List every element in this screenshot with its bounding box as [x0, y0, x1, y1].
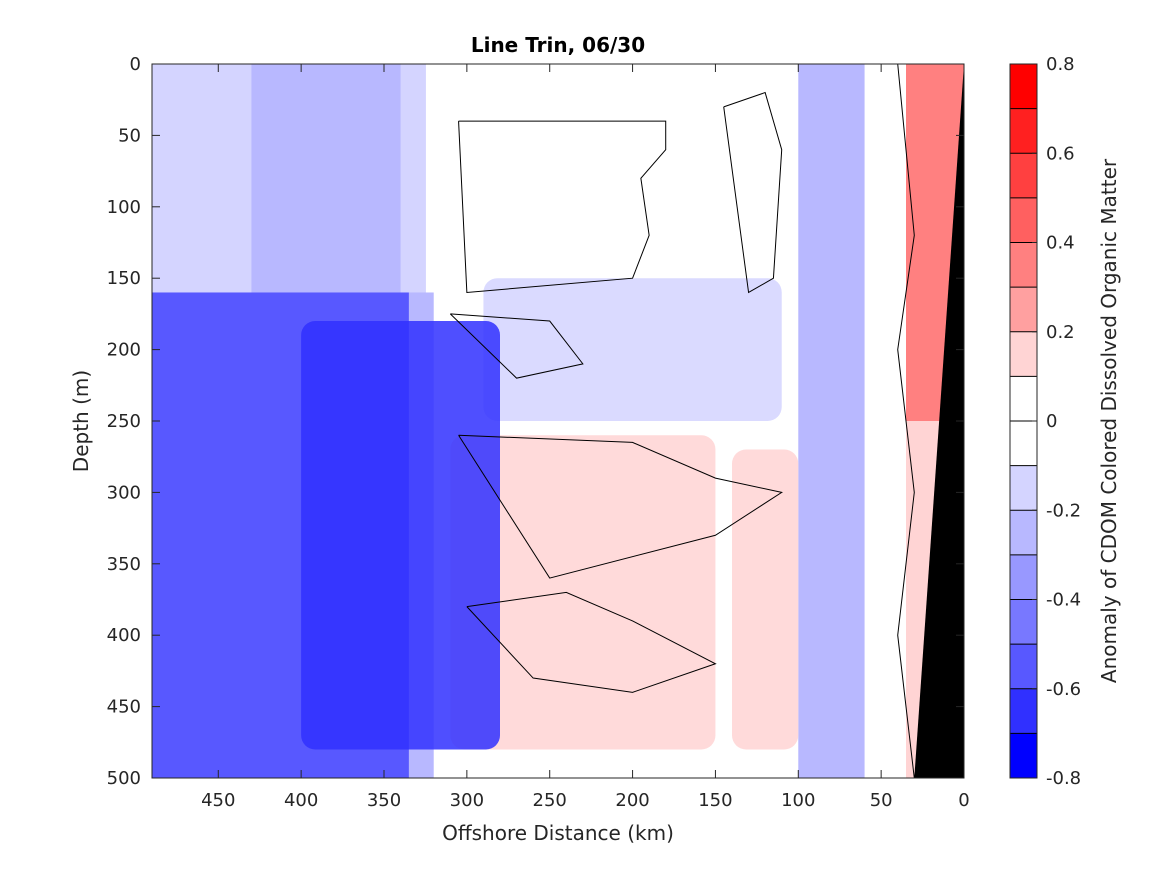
anomaly-band	[251, 64, 402, 293]
anomaly-patch	[301, 321, 500, 750]
colorbar-level	[1010, 554, 1037, 600]
contour-line	[466, 591, 717, 693]
colorbar-tick-label: 0.8	[1046, 54, 1075, 75]
x-tick-label: 300	[450, 790, 484, 811]
anomaly-patches	[301, 278, 799, 750]
anomaly-patch	[732, 449, 799, 750]
y-tick-label: 300	[107, 482, 141, 503]
x-tick-label: 350	[367, 790, 401, 811]
colorbar-label: Anomaly of CDOM Colored Dissolved Organi…	[1097, 158, 1121, 683]
contour-line	[458, 434, 783, 579]
colorbar-level	[1010, 108, 1037, 154]
colorbar	[1010, 63, 1037, 779]
colorbar-axis: 0.8 0.6 0.4 0.2 0 -0.2 -0.4 -0.6 -0.8	[1032, 54, 1081, 789]
colorbar-level	[1010, 242, 1037, 288]
y-axis-label: Depth (m)	[69, 370, 93, 472]
colorbar-tick-label: 0.6	[1046, 143, 1075, 164]
x-tick-label: 100	[781, 790, 815, 811]
y-tick-label: 200	[107, 340, 141, 361]
x-tick-label: 200	[615, 790, 649, 811]
colorbar-level	[1010, 688, 1037, 734]
colorbar-tick-label: -0.4	[1046, 590, 1081, 611]
colorbar-tick-label: -0.8	[1046, 768, 1081, 789]
colorbar-level	[1010, 331, 1037, 377]
colorbar-tick-label: 0	[1046, 411, 1057, 432]
anomaly-band	[400, 64, 426, 293]
chart-title: Line Trin, 06/30	[471, 33, 645, 57]
anomaly-patch	[483, 278, 782, 421]
colorbar-level	[1010, 644, 1037, 690]
y-tick-label: 450	[107, 697, 141, 718]
x-tick-label: 250	[533, 790, 567, 811]
contour-line	[723, 91, 783, 294]
colorbar-level	[1010, 153, 1037, 199]
colorbar-level	[1010, 599, 1037, 645]
y-tick-label: 0	[130, 54, 141, 75]
colorbar-tick-label: -0.6	[1046, 679, 1081, 700]
colorbar-level	[1010, 64, 1037, 110]
colorbar-level	[1010, 197, 1037, 243]
y-tick-label: 250	[107, 411, 141, 432]
colorbar-tick-label: 0.2	[1046, 322, 1075, 343]
x-tick-label: 50	[870, 790, 893, 811]
colorbar-level	[1010, 733, 1037, 779]
x-axis: 450 400 350 300 250 200 150 100 50 0	[201, 64, 970, 811]
y-axis: 0 50 100 150 200 250 300 350 400 450 500	[107, 54, 964, 789]
x-tick-label: 400	[284, 790, 318, 811]
x-tick-label: 0	[958, 790, 969, 811]
contour-line	[897, 64, 915, 778]
contour-lines	[449, 64, 915, 778]
y-tick-label: 400	[107, 625, 141, 646]
colorbar-level	[1010, 465, 1037, 511]
seafloor-wedge	[914, 64, 964, 778]
colorbar-tick-label: 0.4	[1046, 233, 1075, 254]
anomaly-band	[798, 64, 866, 778]
colorbar-level	[1010, 287, 1037, 333]
colorbar-level	[1010, 376, 1037, 422]
y-tick-label: 50	[118, 125, 141, 146]
colorbar-level	[1010, 510, 1037, 556]
contour-line	[458, 120, 667, 294]
anomaly-band	[864, 64, 907, 778]
y-tick-label: 150	[107, 268, 141, 289]
contour-line	[449, 313, 584, 379]
y-tick-label: 350	[107, 554, 141, 575]
colorbar-level	[1010, 421, 1037, 467]
x-tick-label: 450	[201, 790, 235, 811]
anomaly-patch	[450, 435, 716, 750]
y-tick-label: 500	[107, 768, 141, 789]
colorbar-tick-label: -0.2	[1046, 500, 1081, 521]
y-tick-label: 100	[107, 197, 141, 218]
anomaly-band	[152, 64, 252, 293]
plot-area	[152, 64, 964, 778]
anomaly-bands	[152, 64, 964, 778]
x-axis-label: Offshore Distance (km)	[442, 821, 674, 845]
x-tick-label: 150	[698, 790, 732, 811]
